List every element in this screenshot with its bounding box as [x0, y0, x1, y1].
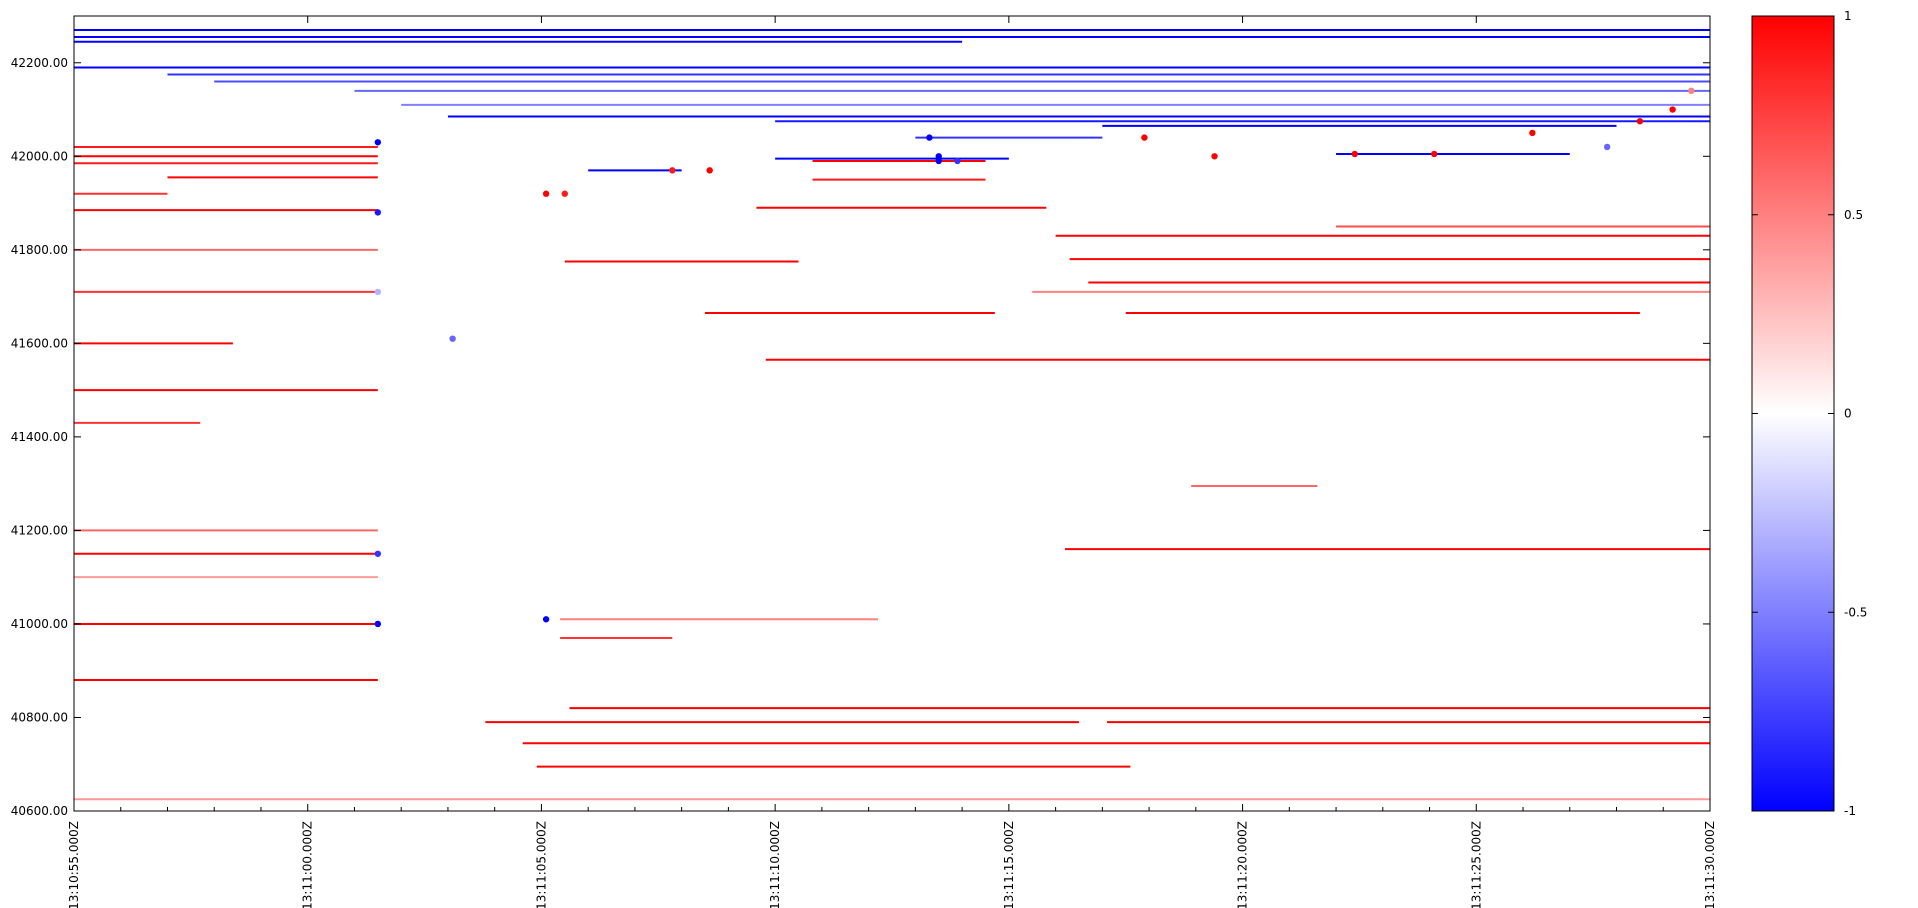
colorbar-tick-label: -1: [1844, 804, 1856, 818]
trade-point: [954, 157, 961, 165]
trade-point: [1669, 106, 1676, 113]
trade-point: [1141, 134, 1148, 141]
colorbar-tick-label: 0: [1844, 407, 1852, 421]
trade-point: [935, 157, 942, 165]
trade-point: [374, 139, 382, 146]
trade-point: [374, 620, 382, 628]
x-tick-label: 13:11:20.000Z: [1236, 821, 1250, 908]
trade-point: [1351, 150, 1358, 158]
trade-point: [669, 167, 676, 174]
colorbar-tick-label: 0.5: [1844, 208, 1863, 222]
trade-point: [1688, 87, 1695, 95]
colorbar-tick-label: 1: [1844, 9, 1852, 23]
colorbar: 1 0.5 0 -0.5 -1: [1751, 9, 1867, 818]
trade-point: [374, 550, 382, 557]
x-tick-label: 13:11:25.000Z: [1469, 821, 1483, 908]
trade-point: [1529, 129, 1536, 137]
trade-point: [374, 288, 382, 296]
y-tick-label: 41600.00: [11, 336, 68, 350]
trade-point: [374, 209, 382, 216]
y-tick-label: 40800.00: [11, 710, 68, 724]
y-tick-label: 41400.00: [11, 430, 68, 444]
x-tick-label: 13:11:00.000Z: [301, 821, 315, 908]
trade-point: [449, 335, 456, 342]
y-tick-label: 41000.00: [11, 617, 68, 631]
x-axis: 13:10:55.000Z 13:11:00.000Z 13:11:05.000Z 1…: [67, 16, 1717, 908]
y-axis: 40600.00 40800.00 41000.00 41200.00 41400.00…: [11, 56, 1710, 818]
trade-point: [1431, 150, 1438, 158]
trade-point: [706, 167, 713, 174]
colorbar-tick-label: -0.5: [1844, 605, 1867, 619]
trade-point: [935, 153, 942, 160]
trade-point: [542, 616, 550, 623]
x-tick-label: 13:11:10.000Z: [768, 821, 782, 908]
x-tick-label: 13:11:05.000Z: [534, 821, 548, 908]
x-tick-label: 13:11:30.000Z: [1703, 821, 1717, 908]
trade-point: [561, 190, 568, 197]
trade-point: [1603, 143, 1611, 151]
y-tick-label: 41200.00: [11, 523, 68, 537]
trade-point: [1636, 118, 1644, 125]
y-tick-label: 40600.00: [11, 804, 68, 818]
y-tick-label: 41800.00: [11, 243, 68, 257]
plot-marks: [74, 29, 1710, 801]
colorbar-gradient: [1751, 15, 1835, 812]
y-tick-label: 42200.00: [11, 56, 68, 70]
trade-point: [542, 190, 550, 197]
trade-point: [926, 134, 933, 141]
y-tick-label: 42000.00: [11, 149, 68, 163]
plot-frame: [73, 15, 1711, 812]
x-tick-label: 13:10:55.000Z: [67, 821, 81, 908]
x-tick-label: 13:11:15.000Z: [1002, 821, 1016, 908]
trade-point: [1211, 153, 1218, 160]
